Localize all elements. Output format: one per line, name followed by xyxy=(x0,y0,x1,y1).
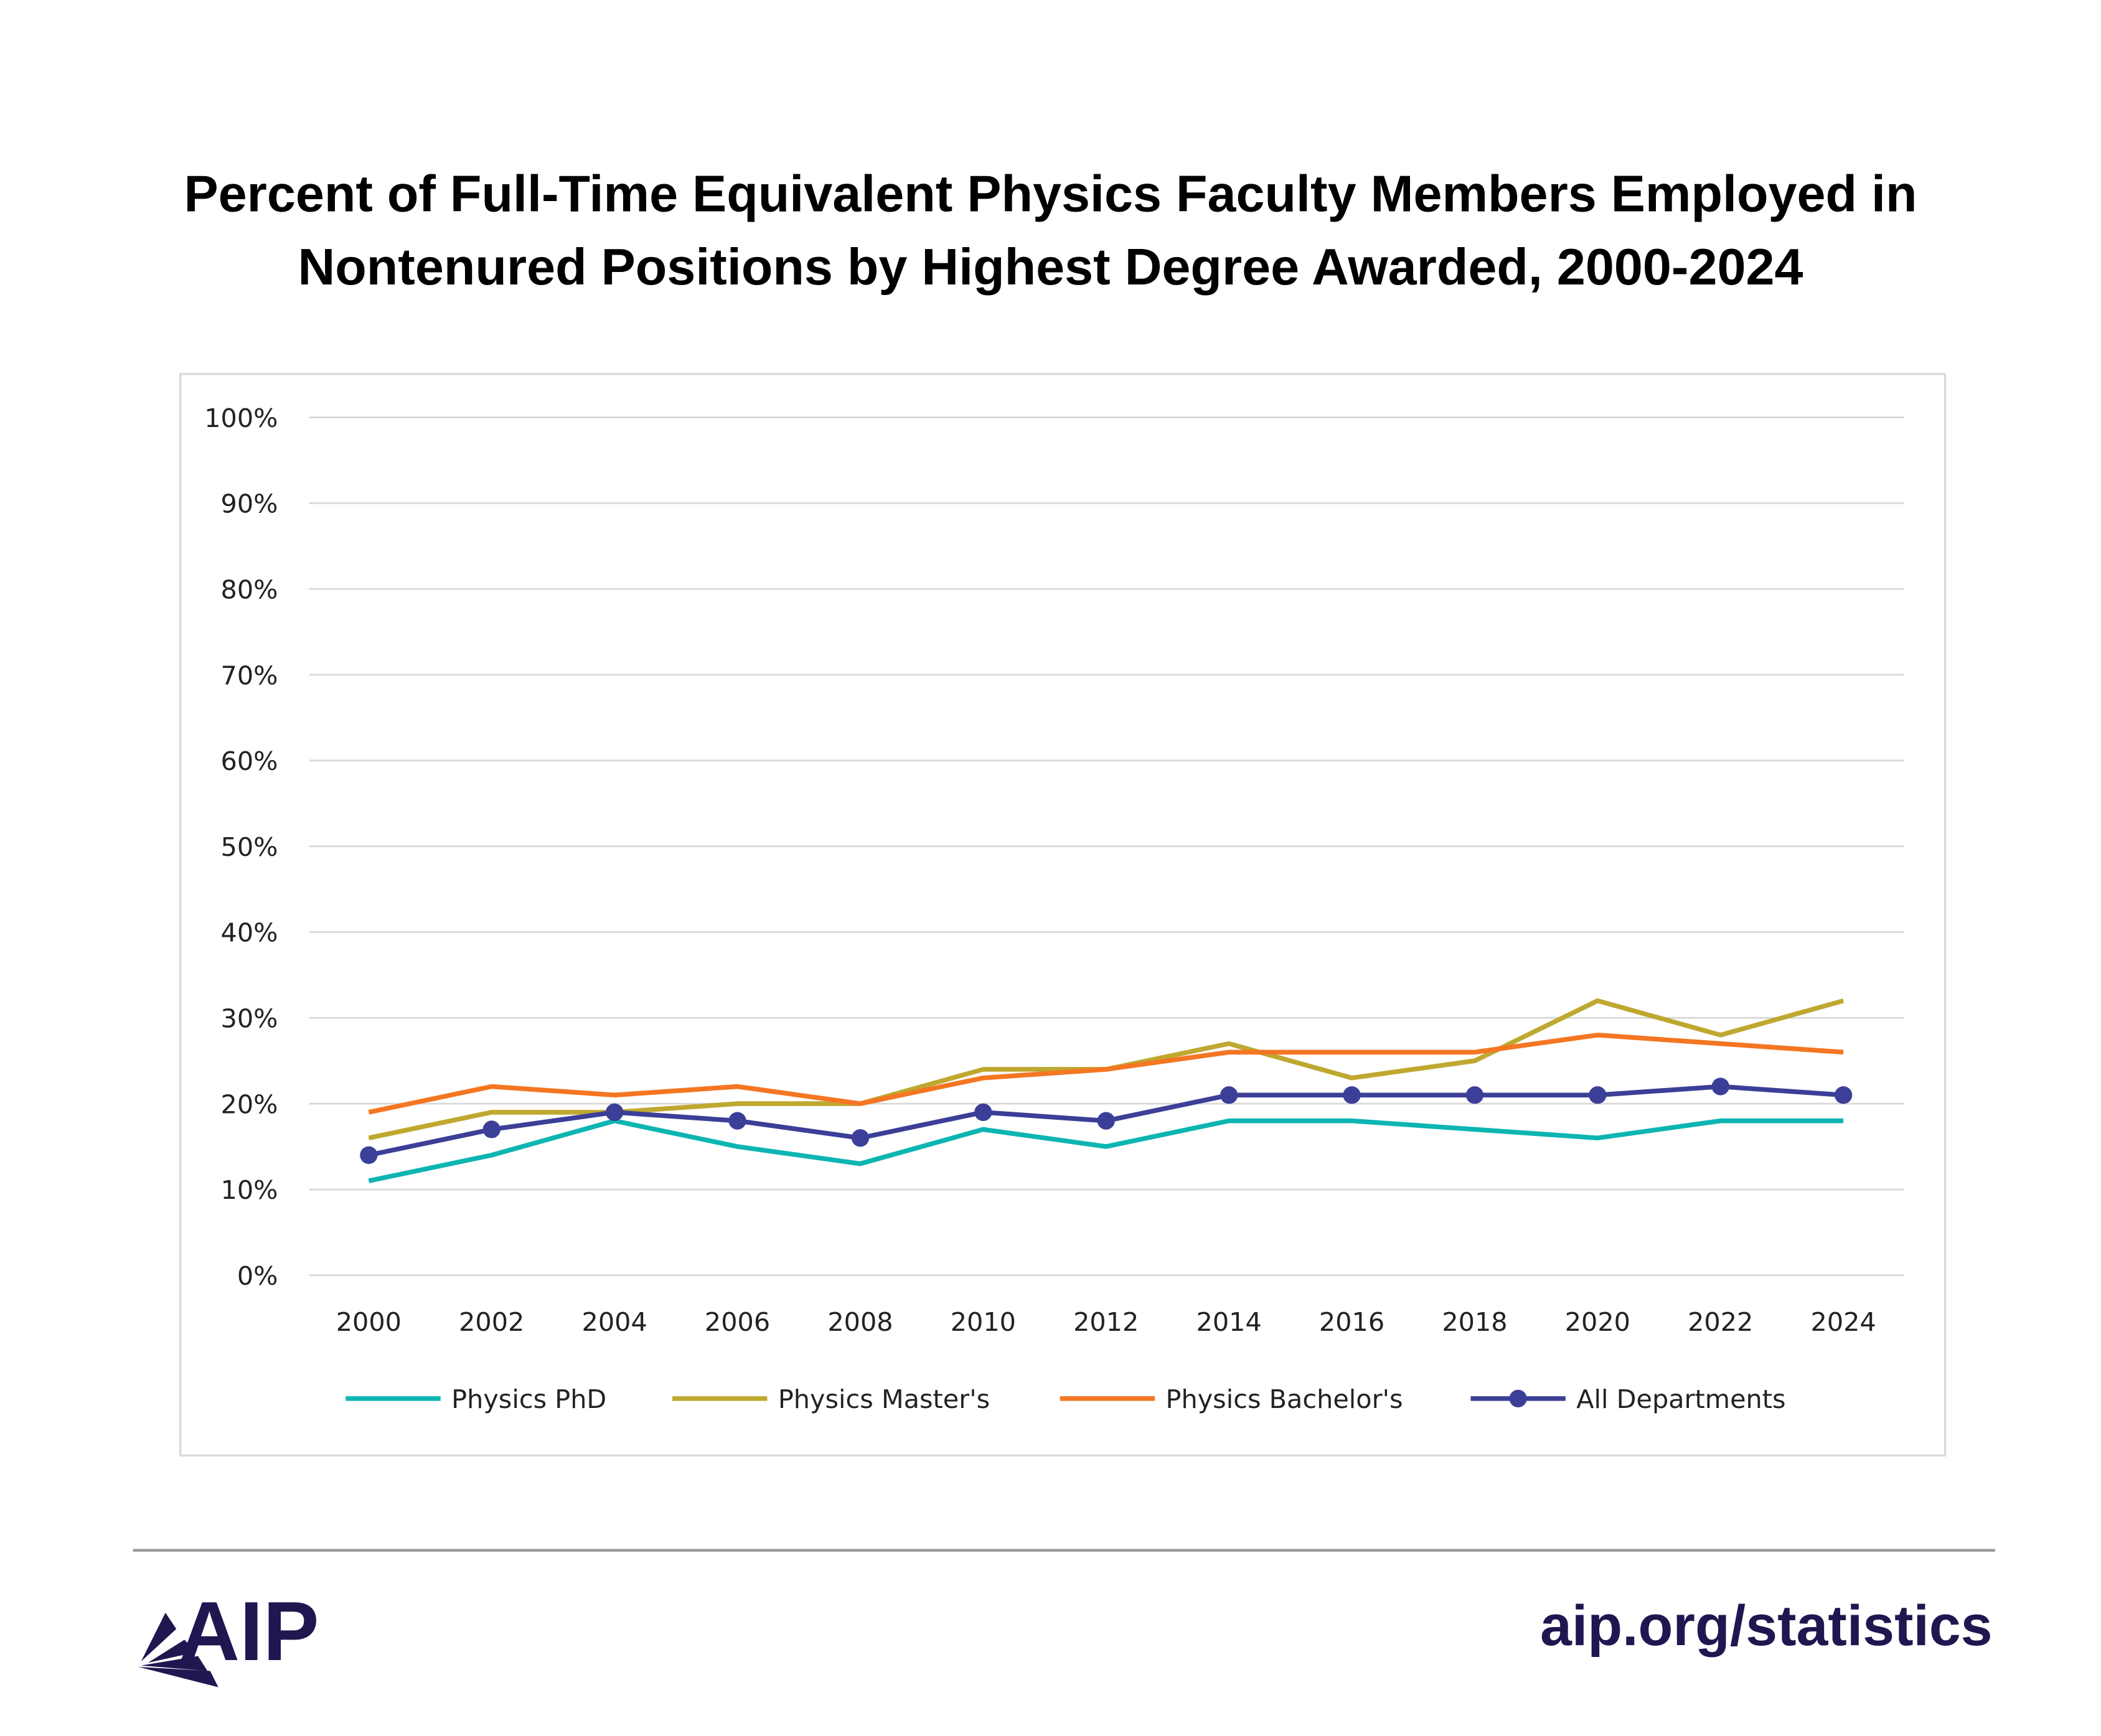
legend-label: Physics PhD xyxy=(451,1384,606,1414)
x-tick-label: 2004 xyxy=(582,1307,647,1337)
legend-item: Physics Master's xyxy=(672,1384,990,1414)
data-point xyxy=(1711,1077,1729,1096)
x-tick-label: 2002 xyxy=(459,1307,524,1337)
data-point xyxy=(1220,1086,1238,1104)
chart-title-line-2: Nontenured Positions by Highest Degree A… xyxy=(298,238,1803,296)
y-tick-label: 20% xyxy=(221,1089,278,1119)
gridlines xyxy=(309,416,1905,1277)
y-tick-label: 90% xyxy=(221,489,278,519)
y-axis-ticks: 0% 10% 20% 30% 40% 50% 60% 70% 80% 90% 100% xyxy=(204,403,278,1291)
data-point xyxy=(606,1103,624,1122)
data-point xyxy=(1835,1086,1853,1104)
data-point xyxy=(1465,1086,1484,1104)
x-tick-label: 2010 xyxy=(951,1307,1016,1337)
data-point xyxy=(360,1146,378,1164)
x-tick-label: 2018 xyxy=(1442,1307,1507,1337)
y-tick-label: 50% xyxy=(221,832,278,862)
legend-label: All Departments xyxy=(1576,1384,1785,1414)
data-point xyxy=(851,1129,870,1147)
y-tick-label: 70% xyxy=(221,660,278,690)
data-point xyxy=(974,1103,992,1122)
x-tick-label: 2024 xyxy=(1811,1307,1876,1337)
legend-item: All Departments xyxy=(1470,1384,1786,1414)
x-tick-label: 2012 xyxy=(1073,1307,1139,1337)
legend-item: Physics Bachelor's xyxy=(1060,1384,1403,1414)
y-tick-label: 100% xyxy=(204,403,278,433)
y-tick-label: 40% xyxy=(221,918,278,948)
x-tick-label: 2016 xyxy=(1319,1307,1384,1337)
y-tick-label: 80% xyxy=(221,575,278,604)
series-lines xyxy=(360,998,1853,1183)
data-point xyxy=(728,1112,746,1130)
legend-item: Physics PhD xyxy=(345,1384,606,1414)
data-point xyxy=(1589,1086,1607,1104)
y-tick-label: 30% xyxy=(221,1004,278,1034)
series-all-departments xyxy=(360,1077,1853,1164)
y-tick-label: 60% xyxy=(221,746,278,776)
x-tick-label: 2006 xyxy=(705,1307,770,1337)
series-line xyxy=(368,1033,1844,1115)
data-point xyxy=(1343,1086,1361,1104)
footer-url[interactable]: aip.org/statistics xyxy=(1540,1594,1993,1658)
x-tick-label: 2022 xyxy=(1688,1307,1753,1337)
aip-logo: AIP xyxy=(138,1584,319,1687)
data-point xyxy=(482,1120,501,1138)
aip-logo-text: AIP xyxy=(179,1584,319,1678)
x-axis-ticks: 2000 2002 2004 2006 2008 2010 2012 2014 2016 2018… xyxy=(336,1307,1876,1337)
legend-label: Physics Master's xyxy=(778,1384,990,1414)
y-tick-label: 10% xyxy=(221,1175,278,1205)
x-tick-label: 2014 xyxy=(1196,1307,1262,1337)
legend: Physics PhD Physics Master's Physics Bache… xyxy=(345,1384,1786,1414)
y-tick-label: 0% xyxy=(237,1261,278,1291)
legend-label: Physics Bachelor's xyxy=(1166,1384,1403,1414)
x-tick-label: 2020 xyxy=(1565,1307,1630,1337)
series-physics-bachelor-s xyxy=(368,1033,1844,1115)
chart-title-line-1: Percent of Full-Time Equivalent Physics … xyxy=(184,165,1917,223)
legend-marker xyxy=(1509,1389,1527,1408)
chart-area-border xyxy=(179,373,1947,1457)
data-point xyxy=(1097,1112,1115,1130)
x-tick-label: 2008 xyxy=(827,1307,893,1337)
x-tick-label: 2000 xyxy=(336,1307,402,1337)
